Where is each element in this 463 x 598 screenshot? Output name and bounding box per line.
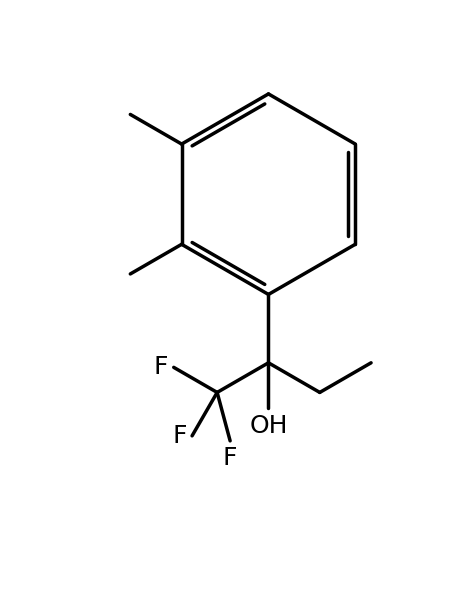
Text: OH: OH — [249, 414, 287, 438]
Text: F: F — [222, 446, 237, 470]
Text: F: F — [172, 424, 186, 448]
Text: F: F — [153, 355, 168, 379]
